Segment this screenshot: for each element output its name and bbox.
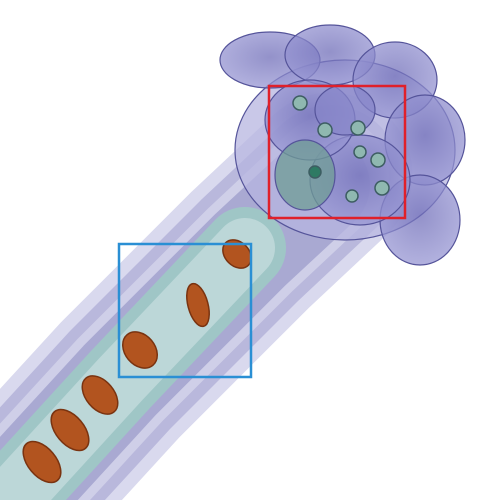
core	[186, 282, 210, 328]
nucleus	[345, 189, 359, 203]
nucleus	[374, 180, 390, 196]
nucleus	[308, 165, 322, 179]
nucleus	[350, 120, 366, 136]
nuclei	[292, 95, 390, 203]
core	[222, 239, 252, 269]
core	[122, 331, 158, 369]
nucleus	[353, 145, 367, 159]
core	[81, 375, 119, 415]
cores	[22, 239, 252, 484]
core	[22, 440, 62, 484]
highlight-box-blue	[117, 242, 253, 379]
nucleus	[292, 95, 308, 111]
core	[50, 408, 90, 452]
nucleus	[370, 152, 386, 168]
nucleus	[317, 122, 333, 138]
highlight-box-red	[267, 84, 407, 220]
cluster	[274, 139, 336, 211]
